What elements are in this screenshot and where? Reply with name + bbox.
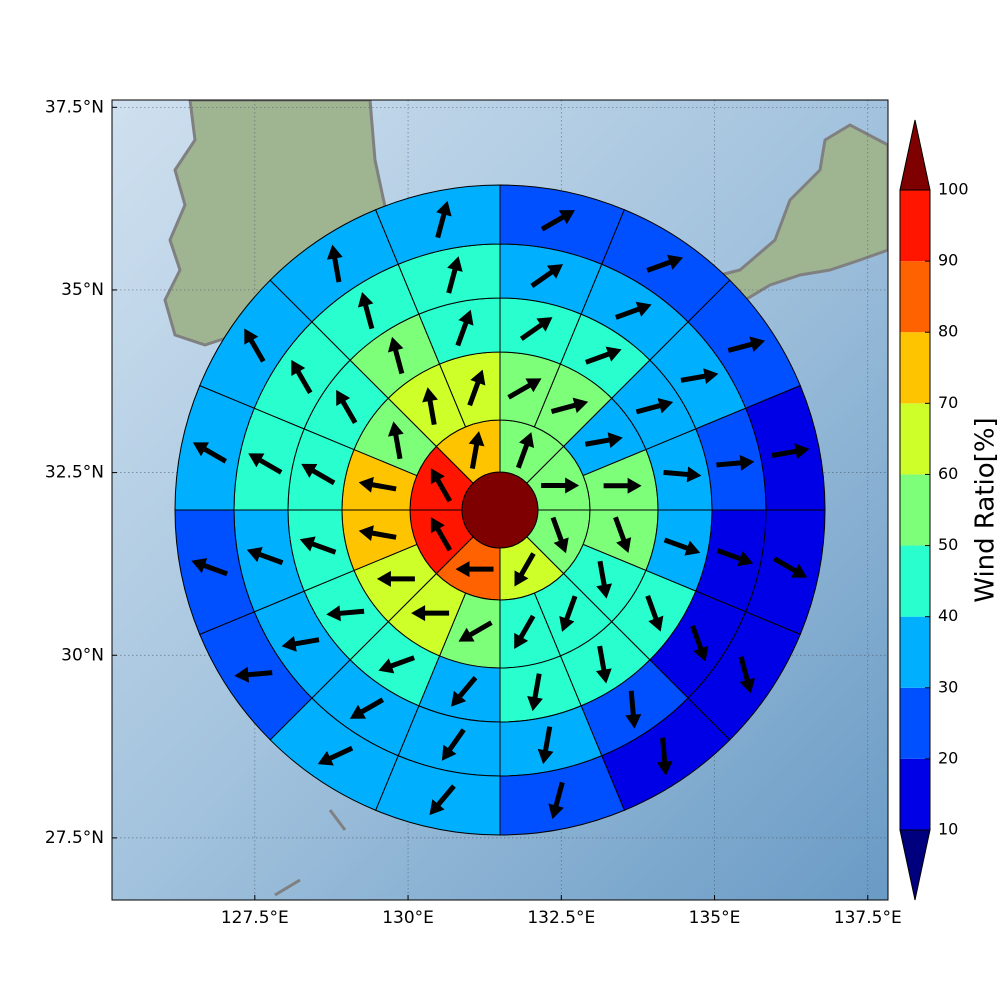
colorbar-tick-label: 60 <box>938 464 958 483</box>
colorbar-tick-label: 40 <box>938 606 958 625</box>
x-tick-label: 130°E <box>382 908 434 928</box>
x-tick-label: 127.5°E <box>221 908 289 928</box>
colorbar-tick-label: 80 <box>938 322 958 341</box>
colorbar-tick-label: 30 <box>938 677 958 696</box>
y-tick-label: 27.5°N <box>45 828 104 848</box>
colorbar-label: Wind Ratio[%] <box>971 417 1000 602</box>
colorbar-under <box>900 830 930 900</box>
y-tick-label: 35°N <box>61 280 104 300</box>
colorbar-tick-label: 10 <box>938 820 958 839</box>
colorbar-over <box>900 120 930 190</box>
y-tick-label: 30°N <box>61 645 104 665</box>
colorbar-bin <box>900 474 930 545</box>
colorbar: 10 20 30 40 50 60 70 80 90 100 <box>900 120 969 900</box>
colorbar-bin <box>900 759 930 830</box>
colorbar-bin <box>900 546 930 617</box>
colorbar-bin <box>900 617 930 688</box>
colorbar-bin <box>900 688 930 759</box>
colorbar-tick-label: 50 <box>938 535 958 554</box>
colorbar-tick-label: 90 <box>938 251 958 270</box>
colorbar-bin <box>900 261 930 332</box>
sectors <box>175 185 825 835</box>
x-tick-label: 135°E <box>689 908 741 928</box>
y-tick-label: 37.5°N <box>45 97 104 117</box>
colorbar-tick-label: 70 <box>938 393 958 412</box>
colorbar-tick-label: 100 <box>938 180 969 199</box>
x-tick-label: 132.5°E <box>527 908 595 928</box>
colorbar-bin <box>900 332 930 403</box>
colorbar-bin <box>900 403 930 474</box>
y-tick-label: 32.5°N <box>45 463 104 483</box>
colorbar-tick-label: 20 <box>938 748 958 767</box>
colorbar-bin <box>900 190 930 261</box>
x-tick-label: 137.5°E <box>834 908 902 928</box>
